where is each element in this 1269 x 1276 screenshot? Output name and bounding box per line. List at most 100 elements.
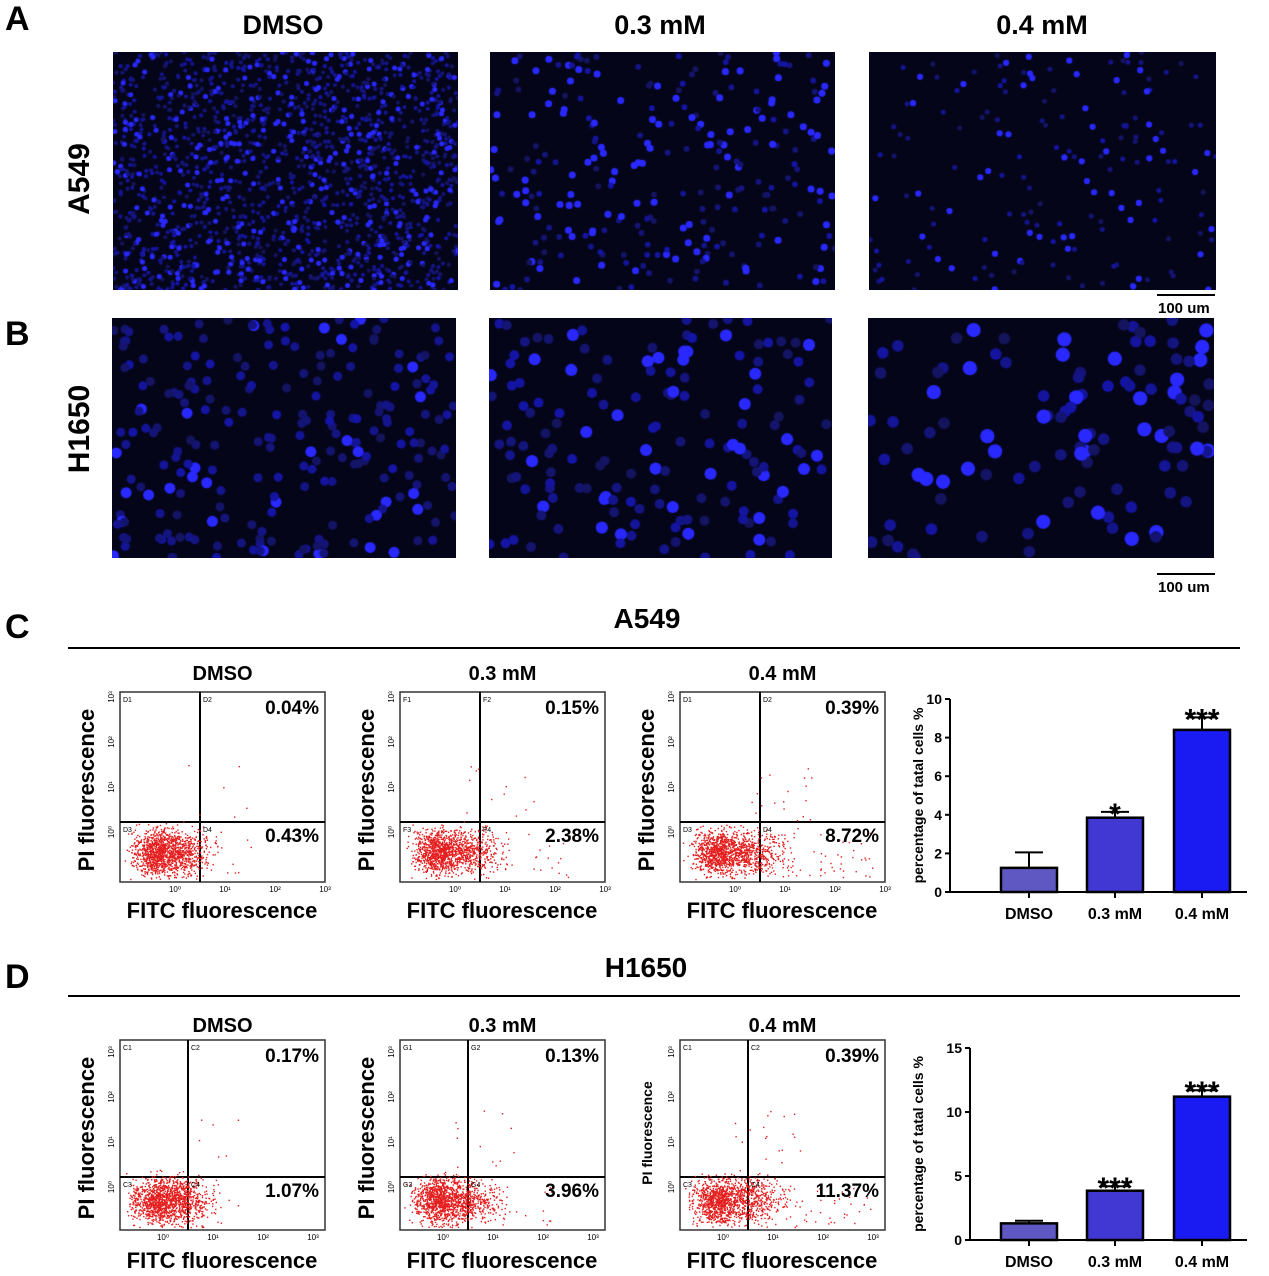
events [404,1110,555,1229]
x-tick-label: 10⁰ [169,885,181,894]
quadrant-label: D3 [123,827,132,834]
y-tick-label: 0 [954,1232,962,1248]
column-header-03mm: 0.3 mM [614,10,706,40]
y-tick-label: 15 [946,1040,962,1056]
x-tick-label: 10² [549,885,561,894]
x-tick-label: 10⁰ [157,1233,169,1242]
quadrant-label: C4 [751,1182,760,1189]
quadrant-label: D3 [683,827,692,834]
y-tick-label: 10³ [387,691,396,703]
x-tick-label: 10³ [319,885,331,894]
x-tick-label: 10¹ [779,885,791,894]
x-tick-label: 10² [537,1233,549,1242]
flow-dot-plot: F1 F2 F3 F4 0.15% 2.38% 10⁰ 10⁰ 10¹ 10¹ 10² 10² 10³ 1… [387,691,611,894]
lower-right-percent: 2.38% [545,826,599,847]
significance-marker: *** [1097,1172,1132,1205]
flow-plot-title: 0.3 mM [468,1015,537,1037]
y-tick-label: 10³ [107,1046,116,1058]
y-tick-label: 8 [934,730,942,746]
x-tick-label: 10⁰ [449,885,461,894]
quadrant-label: F2 [483,697,491,704]
y-tick-label: 6 [934,768,942,784]
x-tick-label: 10⁰ [437,1233,449,1242]
bar-1 [1085,1189,1145,1242]
quadrant-label: D2 [763,697,772,704]
x-tick-label: 10³ [879,885,891,894]
flow-plot-title: DMSO [192,663,253,685]
x-tick-label: 0.4 mM [1175,906,1229,923]
x-tick-label: 10³ [307,1233,319,1242]
x-tick-label: 0.3 mM [1088,1254,1142,1271]
quadrant-label: G1 [403,1045,412,1052]
quadrant-label: C3 [123,1182,132,1189]
events [685,1110,872,1229]
flow-plot-title: 0.4 mM [748,663,817,685]
quadrant-label: C3 [683,1182,692,1189]
lower-right-percent: 0.43% [265,826,319,847]
significance-marker: *** [1184,1076,1219,1109]
flow-dot-plot: D1 D2 D3 D4 0.04% 0.43% 10⁰ 10⁰ 10¹ 10¹ 10² 10² 10³ 1… [107,691,331,894]
quadrant-label: D4 [763,827,772,834]
x-tick-label: 10¹ [767,1233,779,1242]
y-tick-label: 10⁰ [667,826,676,838]
micrograph-a549-dmso [113,52,458,290]
bar-1 [1085,816,1145,894]
flow-plot-title: 0.3 mM [468,663,537,685]
x-tick-label: 10³ [599,885,611,894]
y-tick-label: 10³ [667,1046,676,1058]
events [126,1119,240,1229]
x-tick-label: 10² [257,1233,269,1242]
quadrant-label: C4 [191,1182,200,1189]
quadrant-label: G2 [471,1045,480,1052]
x-tick-label: 10¹ [499,885,511,894]
quadrant-label: F3 [403,827,411,834]
quadrant-label: C2 [191,1045,200,1052]
events [682,768,874,881]
x-tick-label: 10² [829,885,841,894]
y-tick-label: 10 [946,1104,962,1120]
y-tick-label: 5 [954,1168,962,1184]
x-tick-label: DMSO [1005,906,1053,923]
flow-x-axis-label: FITC fluorescence [126,1248,318,1273]
upper-right-percent: 0.04% [265,698,319,719]
flow-plot-title: DMSO [192,1015,253,1037]
quadrant-label: D1 [683,697,692,704]
y-tick-label: 10² [667,736,676,748]
y-axis-label: percentage of tatal cells % [910,707,926,883]
quadrant-label: C1 [683,1045,692,1052]
y-tick-label: 10¹ [107,781,116,793]
micrograph-h1650-dmso [112,318,456,558]
y-tick-label: 10¹ [387,781,396,793]
x-tick-label: 10¹ [487,1233,499,1242]
section-title-a549: A549 [613,603,681,634]
y-tick-label: 10² [387,1091,396,1103]
y-tick-label: 10⁰ [107,1181,116,1193]
events [124,765,252,881]
y-tick-label: 10² [667,1091,676,1103]
plot-frame [399,1039,606,1231]
upper-right-percent: 0.15% [545,698,599,719]
y-tick-label: 10¹ [667,781,676,793]
divider [68,647,1240,649]
events [406,766,571,881]
flow-y-axis-label: PI fluorescence [354,1056,379,1220]
flow-x-axis-label: FITC fluorescence [406,1248,598,1273]
y-axis-label: percentage of tatal cells % [910,1056,926,1232]
quadrant-label: G4 [471,1182,480,1189]
panel-label-d: D [5,958,30,996]
x-tick-label: 0.3 mM [1088,906,1142,923]
x-tick-label: 10³ [587,1233,599,1242]
x-tick-label: 10⁰ [717,1233,729,1242]
flow-x-axis-label: FITC fluorescence [686,1248,878,1273]
micrograph-a549-04mm [869,52,1216,290]
lower-right-percent: 3.96% [545,1181,599,1202]
y-tick-label: 10⁰ [387,826,396,838]
bar-2 [1172,1095,1232,1242]
upper-right-percent: 0.13% [545,1046,599,1067]
micrograph-h1650-04mm [868,318,1214,558]
panel-label-b: B [5,315,30,353]
lower-right-percent: 1.07% [265,1181,319,1202]
y-tick-label: 10 [926,691,942,707]
x-tick-label: 10¹ [219,885,231,894]
